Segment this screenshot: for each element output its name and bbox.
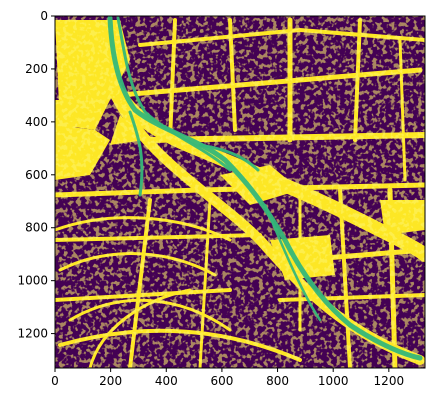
x-tick-label: 200 xyxy=(99,374,122,388)
green-path-overlay xyxy=(107,16,423,361)
segmentation-noise xyxy=(55,16,425,368)
x-tick-label: 400 xyxy=(155,374,178,388)
x-tick-label: 800 xyxy=(266,374,289,388)
y-tick-label: 0 xyxy=(40,9,48,23)
plot-frame xyxy=(54,15,426,369)
x-tick-label: 0 xyxy=(51,374,59,388)
y-tick-label: 1200 xyxy=(17,327,48,341)
x-tick-label: 600 xyxy=(210,374,233,388)
segmentation-image xyxy=(55,16,425,368)
green-path-segment xyxy=(263,203,322,322)
y-tick-label: 800 xyxy=(25,221,48,235)
axes: 0 200 400 600 800 1000 1200 0 200 400 600 800 1000 12… xyxy=(17,9,426,388)
green-path-segment xyxy=(107,16,423,361)
green-path-segment xyxy=(116,16,232,172)
green-path-segment xyxy=(198,143,260,172)
y-tick-label: 200 xyxy=(25,62,48,76)
x-tick-label: 1200 xyxy=(374,374,405,388)
y-tick-label: 400 xyxy=(25,115,48,129)
y-tick-label: 600 xyxy=(25,168,48,182)
y-tick-label: 1000 xyxy=(17,274,48,288)
green-path-segment xyxy=(128,110,144,197)
x-tick-label: 1000 xyxy=(318,374,349,388)
